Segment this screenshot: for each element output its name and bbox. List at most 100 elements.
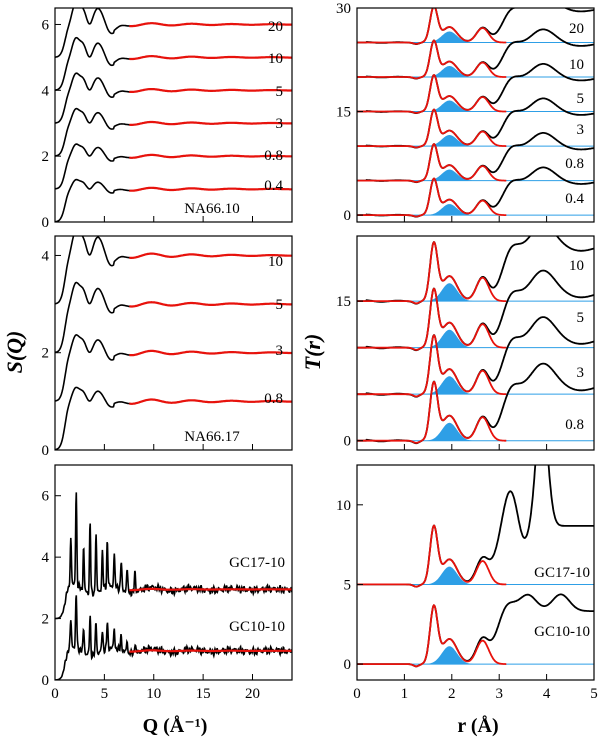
- measured-line: [55, 72, 292, 124]
- component-area: [357, 329, 594, 348]
- fit-line: [357, 241, 507, 305]
- x-tick-label: 2: [448, 686, 456, 702]
- fit-line: [357, 177, 507, 218]
- fit-line: [129, 153, 292, 159]
- right-axis-label: T(r): [300, 334, 325, 371]
- curve-label: GC10-10: [229, 619, 285, 635]
- curve-group: [357, 63, 594, 114]
- x-tick-label: 10: [146, 686, 161, 702]
- y-tick-label: 0: [42, 673, 50, 689]
- y-tick-label: 4: [42, 550, 50, 566]
- curve-label: 3: [577, 365, 585, 381]
- measured-line: [357, 97, 594, 149]
- curve-group: [55, 107, 292, 157]
- y-tick-label: 4: [42, 83, 50, 99]
- curve-group: [357, 132, 594, 184]
- curve-label: 5: [276, 297, 284, 313]
- right-x-axis-label: r (Å): [457, 714, 498, 737]
- curve-label: 0.4: [264, 178, 283, 194]
- curve-group: [55, 334, 292, 402]
- measured-line: [357, 166, 594, 218]
- fit-line: [357, 39, 507, 80]
- fit-line: [129, 22, 292, 28]
- measured-line: [357, 63, 594, 114]
- y-tick-label: 30: [336, 1, 351, 17]
- y-tick-label: 15: [336, 294, 351, 310]
- x-tick-label: 0: [51, 686, 59, 702]
- component-area: [357, 376, 594, 395]
- curve-group: [357, 236, 594, 305]
- panel-tr-na6610: 20 10 5 3 0.8 0.4 0 15 30: [336, 1, 595, 224]
- curve-label: 5: [577, 310, 585, 326]
- fit-line: [129, 186, 292, 192]
- curve-label: 0.4: [565, 191, 584, 207]
- fit-line: [357, 604, 507, 668]
- curve-label: GC17-10: [229, 555, 285, 571]
- fit-line: [129, 398, 292, 405]
- y-tick-label: 6: [42, 489, 50, 505]
- measured-line: [55, 36, 292, 91]
- y-tick-label: 0: [42, 443, 50, 459]
- measured-line: [357, 362, 594, 445]
- curve-group: [55, 386, 292, 450]
- plot-area: [55, 492, 292, 680]
- x-tick-label: 0: [353, 686, 361, 702]
- measured-line: [357, 269, 594, 352]
- fit-line: [357, 74, 507, 114]
- fit-line: [129, 301, 292, 308]
- curve-group: [55, 595, 292, 680]
- curve-label: 3: [276, 343, 284, 359]
- measured-line: [357, 465, 594, 588]
- curve-group: [55, 178, 292, 222]
- x-tick-label: 20: [245, 686, 260, 702]
- sample-label: NA66.17: [184, 429, 240, 445]
- measured-line: [357, 28, 594, 80]
- y-tick-label: 6: [42, 17, 50, 33]
- curve-group: [357, 593, 594, 668]
- x-tick-label: 4: [543, 686, 551, 702]
- fit-line: [129, 88, 292, 93]
- component-area: [357, 204, 594, 216]
- plot-area: [55, 8, 292, 222]
- curve-label: 10: [569, 57, 584, 73]
- curve-group: [55, 8, 292, 58]
- panel-sq-na6617: 10 5 3 0.8 0 2 4 NA66.17: [42, 235, 293, 459]
- fit-line: [129, 587, 292, 592]
- curve-label: 3: [276, 116, 284, 132]
- curve-group: [357, 97, 594, 149]
- axes-frame: [54, 7, 293, 223]
- measured-line: [357, 316, 594, 398]
- panel-sq-na6610: 20 10 5 3 0.8 0.4 0 2 4 6 NA66.10: [42, 7, 293, 231]
- fit-line: [357, 381, 507, 444]
- curve-group: [357, 8, 594, 45]
- axes-frame: [356, 464, 595, 681]
- measured-line: [55, 8, 292, 58]
- fit-line: [357, 108, 507, 149]
- y-tick-label: 5: [344, 577, 352, 593]
- fit-line: [129, 252, 292, 259]
- curve-group: [357, 316, 594, 398]
- y-tick-label: 2: [42, 346, 50, 362]
- curve-label: 10: [268, 254, 283, 270]
- curve-label: GC10-10: [534, 624, 590, 640]
- y-tick-label: 15: [336, 105, 351, 121]
- component-area: [357, 283, 594, 302]
- fit-line: [129, 55, 292, 61]
- panel-tr-gc: GC17-10 GC10-10 0 1 2 3 4 5 0 5 10: [336, 464, 598, 702]
- component-area: [357, 422, 594, 441]
- measured-line: [55, 107, 292, 157]
- measured-line: [55, 178, 292, 222]
- measured-line: [55, 334, 292, 402]
- y-tick-label: 0: [344, 657, 352, 673]
- left-axis-label: S(Q): [2, 331, 27, 374]
- y-tick-label: 2: [42, 149, 50, 165]
- fit-line: [357, 8, 507, 45]
- measured-line: [55, 386, 292, 450]
- curve-label: 0.8: [264, 391, 283, 407]
- measured-line: [55, 143, 292, 190]
- curve-group: [357, 362, 594, 445]
- curve-group: [357, 465, 594, 588]
- curve-group: [357, 28, 594, 80]
- curve-group: [357, 166, 594, 218]
